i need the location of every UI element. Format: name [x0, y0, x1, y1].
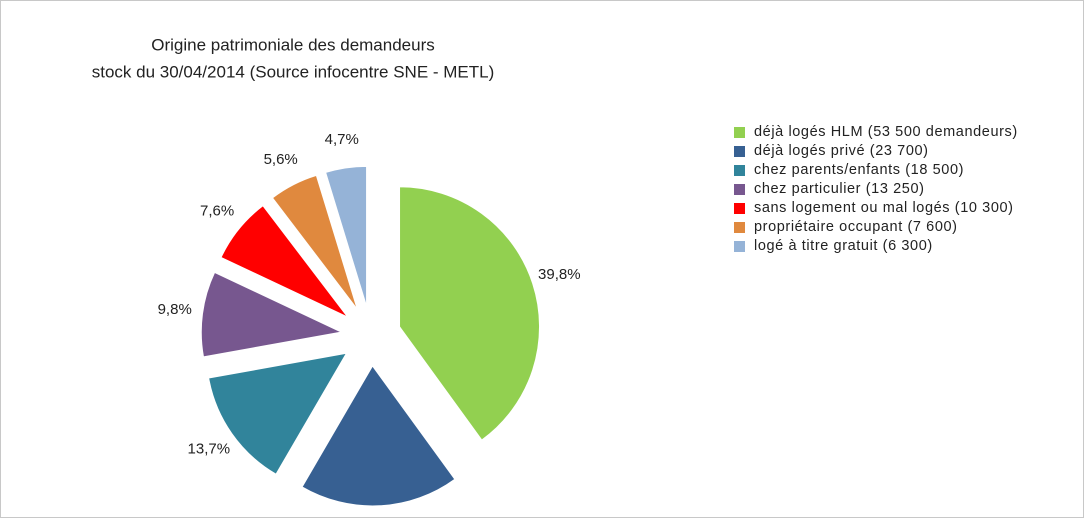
- pie-slice: [220, 205, 349, 318]
- legend: déjà logés HLM (53 500 demandeurs) déjà l…: [734, 123, 1054, 256]
- legend-item: chez parents/enfants (18 500): [734, 161, 1054, 180]
- legend-label: déjà logés HLM (53 500 demandeurs): [754, 124, 1018, 140]
- legend-label: propriétaire occupant (7 600): [754, 219, 958, 235]
- legend-swatch: [734, 165, 745, 176]
- pie-slice: [208, 352, 348, 475]
- legend-label: logé à titre gratuit (6 300): [754, 238, 933, 254]
- chart-subtitle: stock du 30/04/2014 (Source infocentre S…: [92, 62, 495, 81]
- pie-slice: [324, 165, 368, 307]
- legend-item: logé à titre gratuit (6 300): [734, 237, 1054, 256]
- data-label: 5,6%: [264, 151, 298, 168]
- chart-title: Origine patrimoniale des demandeurs: [151, 35, 435, 54]
- legend-item: déjà logés privé (23 700): [734, 142, 1054, 161]
- data-label: 39,8%: [538, 266, 581, 283]
- data-label: 7,6%: [200, 202, 234, 219]
- legend-item: déjà logés HLM (53 500 demandeurs): [734, 123, 1054, 142]
- legend-label: sans logement ou mal logés (10 300): [754, 200, 1014, 216]
- pie-slice: [200, 271, 343, 358]
- legend-label: chez particulier (13 250): [754, 181, 925, 197]
- legend-swatch: [734, 146, 745, 157]
- legend-item: sans logement ou mal logés (10 300): [734, 199, 1054, 218]
- pie-slice: [271, 174, 358, 310]
- legend-item: chez particulier (13 250): [734, 180, 1054, 199]
- legend-label: chez parents/enfants (18 500): [754, 162, 965, 178]
- legend-swatch: [734, 222, 745, 233]
- legend-swatch: [734, 184, 745, 195]
- legend-item: propriétaire occupant (7 600): [734, 218, 1054, 237]
- pie-slice: [399, 186, 540, 441]
- data-label: 13,7%: [188, 441, 231, 458]
- data-label: 9,8%: [158, 301, 192, 318]
- data-label: 4,7%: [325, 131, 359, 148]
- legend-swatch: [734, 203, 745, 214]
- legend-label: déjà logés privé (23 700): [754, 143, 929, 159]
- pie-slice: [301, 365, 456, 507]
- legend-swatch: [734, 241, 745, 252]
- legend-swatch: [734, 127, 745, 138]
